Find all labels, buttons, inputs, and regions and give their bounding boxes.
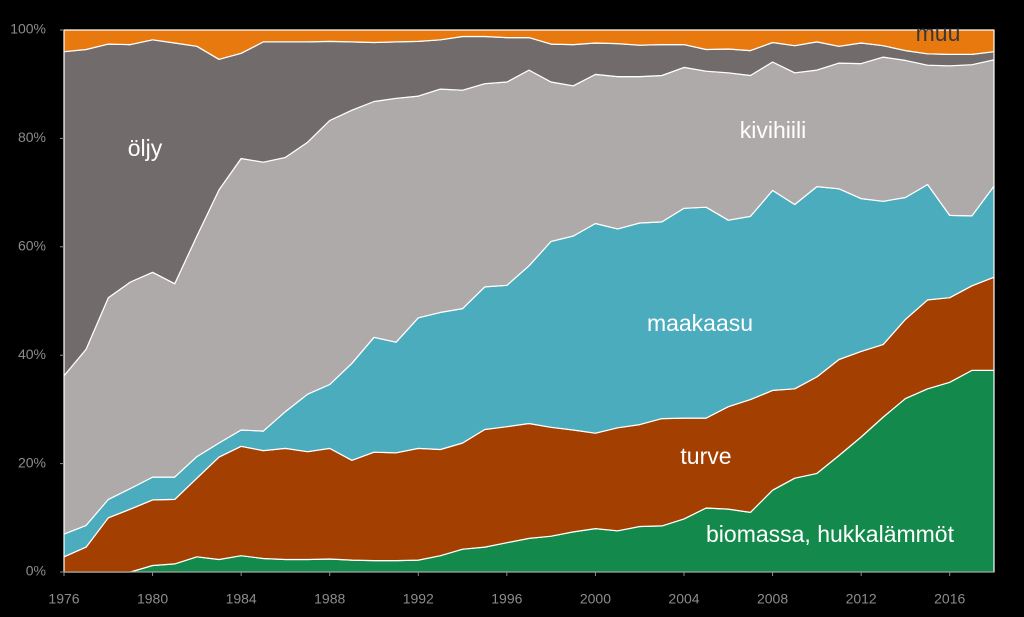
x-tick-label: 1980 [137,591,168,607]
y-tick-label: 40% [18,346,46,362]
area [63,29,995,60]
x-tick-label: 2004 [668,591,699,607]
y-tick-label: 0% [26,563,46,579]
series-label: muu [916,20,961,46]
x-tick-label: 1992 [403,591,434,607]
x-tick-label: 2012 [846,591,877,607]
x-tick-label: 2000 [580,591,611,607]
series-label: kivihiili [740,117,806,143]
y-tick-label: 60% [18,238,46,254]
y-tick-label: 100% [10,21,46,37]
x-tick-label: 2008 [757,591,788,607]
x-tick-label: 2016 [934,591,965,607]
series-label: öljy [128,135,163,161]
y-tick-label: 20% [18,454,46,470]
series-label: biomassa, hukkalämmöt [706,521,955,547]
x-tick-label: 1976 [48,591,79,607]
series-label: maakaasu [647,310,753,336]
x-tick-label: 1996 [491,591,522,607]
x-tick-label: 1984 [226,591,257,607]
series-label: turve [680,443,731,469]
x-tick-label: 1988 [314,591,345,607]
y-tick-label: 80% [18,129,46,145]
